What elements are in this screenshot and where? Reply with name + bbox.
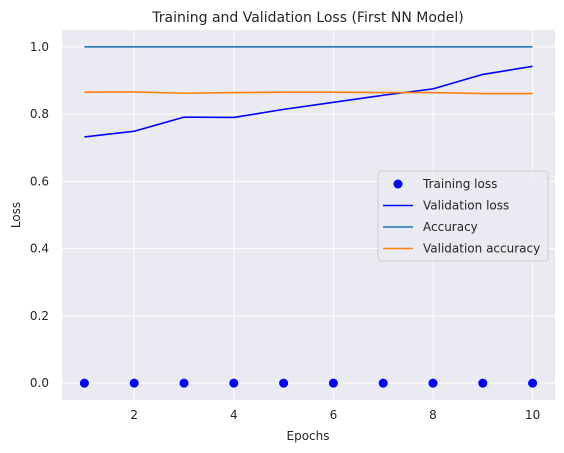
x-tick-label: 6 bbox=[330, 408, 338, 422]
training-loss-point bbox=[179, 378, 189, 388]
training-loss-point bbox=[328, 378, 338, 388]
legend-marker-training-loss bbox=[393, 179, 403, 189]
training-loss-point bbox=[279, 378, 289, 388]
validation-accuracy-line bbox=[84, 91, 533, 95]
training-loss-point bbox=[129, 378, 139, 388]
legend-items: Training loss Validation loss Accuracy Vali… bbox=[383, 177, 540, 256]
training-loss-point bbox=[478, 378, 488, 388]
y-tick-label: 0.2 bbox=[30, 309, 49, 323]
y-tick-label: 0.6 bbox=[30, 174, 49, 188]
y-axis-label: Loss bbox=[9, 202, 23, 228]
x-tick-label: 4 bbox=[230, 408, 238, 422]
training-loss-point bbox=[428, 378, 438, 388]
legend-label-accuracy: Accuracy bbox=[423, 220, 478, 234]
legend: Training loss Validation loss Accuracy Vali… bbox=[377, 170, 549, 262]
training-loss-point bbox=[79, 378, 89, 388]
training-loss-point bbox=[528, 378, 538, 388]
y-tick-label: 1.0 bbox=[30, 40, 49, 54]
y-tick-label: 0.8 bbox=[30, 107, 49, 121]
x-tick-label: 2 bbox=[130, 408, 138, 422]
training-loss-point bbox=[229, 378, 239, 388]
legend-box bbox=[377, 170, 549, 262]
y-tick-label: 0.0 bbox=[30, 376, 49, 390]
series-layer bbox=[79, 46, 538, 388]
training-loss-point bbox=[378, 378, 388, 388]
x-tick-label: 8 bbox=[429, 408, 437, 422]
x-axis-label: Epochs bbox=[287, 429, 330, 443]
legend-label-validation-accuracy: Validation accuracy bbox=[423, 242, 540, 256]
y-tick-labels: 0.0 0.2 0.4 0.6 0.8 1.0 bbox=[30, 40, 49, 390]
legend-label-validation-loss: Validation loss bbox=[423, 199, 509, 213]
legend-label-training-loss: Training loss bbox=[422, 177, 497, 191]
x-tick-labels: 2 4 6 8 10 bbox=[130, 408, 540, 422]
y-tick-label: 0.4 bbox=[30, 242, 49, 256]
x-tick-label: 10 bbox=[525, 408, 540, 422]
validation-loss-line bbox=[84, 65, 533, 138]
chart-title: Training and Validation Loss (First NN M… bbox=[151, 10, 464, 26]
